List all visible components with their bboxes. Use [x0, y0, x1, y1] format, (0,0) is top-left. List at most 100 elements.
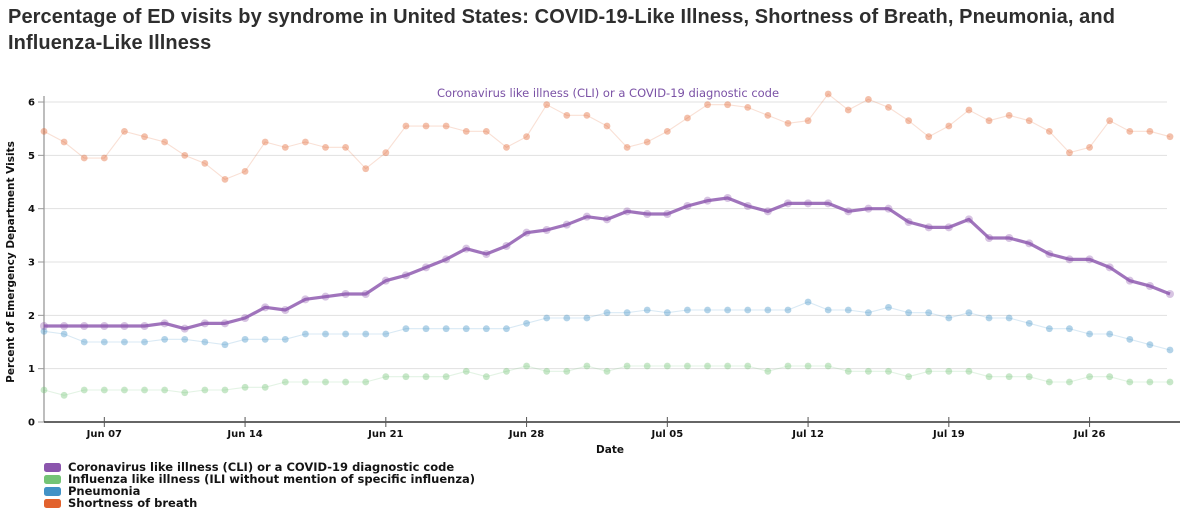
data-point	[684, 114, 691, 122]
data-point	[603, 122, 611, 130]
data-point	[342, 378, 350, 386]
data-point	[583, 314, 591, 322]
data-point	[402, 373, 410, 381]
data-point	[784, 119, 792, 127]
data-point	[905, 309, 913, 317]
data-point	[583, 111, 591, 119]
data-point	[1086, 330, 1093, 338]
data-point	[181, 151, 189, 159]
series-1	[40, 194, 1174, 333]
y-tick-label: 4	[28, 204, 35, 215]
x-tick-label: Jul 12	[791, 429, 824, 440]
data-point	[523, 362, 530, 370]
legend-label: Shortness of breath	[68, 496, 198, 509]
y-tick-label: 0	[28, 418, 35, 429]
data-point	[744, 362, 752, 370]
data-point	[80, 154, 88, 162]
data-point	[1146, 341, 1154, 349]
y-tick-label: 1	[28, 364, 35, 375]
data-point	[623, 362, 631, 370]
data-point	[241, 383, 249, 391]
legend-label: Pneumonia	[68, 484, 141, 498]
data-point	[603, 367, 611, 375]
data-point	[161, 138, 169, 146]
legend-swatch	[44, 474, 61, 484]
data-point	[844, 306, 852, 314]
data-point	[301, 138, 309, 146]
data-point	[643, 362, 651, 370]
data-point	[824, 362, 832, 370]
data-point	[261, 138, 269, 146]
data-point	[804, 117, 812, 125]
data-point	[663, 309, 671, 317]
data-point	[342, 330, 350, 338]
data-point	[362, 330, 370, 338]
data-point	[623, 309, 631, 317]
data-point	[442, 122, 450, 130]
data-point	[563, 111, 571, 119]
data-point	[281, 378, 289, 386]
data-point	[141, 338, 148, 346]
data-point	[905, 117, 913, 125]
data-point	[80, 386, 88, 394]
data-point	[1166, 133, 1174, 141]
data-point	[523, 319, 530, 327]
y-axis-title: Percent of Emergency Department Visits	[5, 141, 17, 383]
data-point	[221, 386, 229, 394]
data-point	[462, 325, 470, 333]
data-point	[382, 149, 390, 157]
chart-plot-area: 0 1 2 3 4 5 6 Jun 07 Jun 14 Jun 21 Jun 28 Jul 05 Jul…	[5, 86, 1180, 456]
data-point	[201, 338, 209, 346]
data-point	[885, 367, 892, 375]
data-point	[161, 386, 169, 394]
data-point	[1025, 373, 1033, 381]
data-point	[724, 101, 732, 109]
data-point	[40, 327, 48, 335]
data-point	[1146, 378, 1154, 386]
data-point	[704, 101, 711, 109]
data-point	[1045, 127, 1053, 135]
data-point	[925, 133, 933, 141]
data-point	[503, 325, 510, 333]
data-point	[824, 306, 832, 314]
data-point	[422, 122, 430, 130]
data-point	[704, 306, 711, 314]
x-tick-label: Jul 05	[650, 429, 683, 440]
data-point	[442, 373, 450, 381]
data-point	[422, 325, 430, 333]
series-4	[40, 90, 1174, 183]
data-point	[100, 154, 108, 162]
data-point	[663, 127, 671, 135]
x-tick-label: Jun 07	[86, 429, 122, 440]
data-point	[422, 373, 430, 381]
data-point	[241, 335, 249, 343]
data-point	[864, 309, 872, 317]
gridlines	[44, 101, 1167, 370]
data-point	[1126, 378, 1134, 386]
data-point	[684, 362, 691, 370]
data-point	[301, 378, 309, 386]
legend-item: Coronavirus like illness (CLI) or a COVI…	[44, 461, 475, 473]
data-point	[503, 143, 510, 151]
data-point	[643, 306, 651, 314]
data-point	[1126, 127, 1134, 135]
x-axis-title: Date	[596, 444, 624, 456]
data-point	[1066, 378, 1073, 386]
data-point	[965, 367, 973, 375]
data-point	[402, 325, 410, 333]
page-title: Percentage of ED visits by syndrome in U…	[8, 6, 1116, 55]
data-point	[100, 338, 108, 346]
data-point	[925, 309, 933, 317]
data-point	[1146, 127, 1154, 135]
data-point	[704, 362, 711, 370]
legend-item: Influenza like illness (ILI without ment…	[44, 473, 475, 485]
data-point	[1086, 143, 1093, 151]
data-point	[764, 367, 772, 375]
x-tick-label: Jun 28	[508, 429, 544, 440]
data-point	[362, 378, 370, 386]
y-tick-label: 2	[28, 311, 35, 322]
data-point	[121, 338, 128, 346]
data-point	[60, 138, 68, 146]
data-point	[322, 378, 329, 386]
chart-annotation: Coronavirus like illness (CLI) or a COVI…	[437, 86, 779, 100]
